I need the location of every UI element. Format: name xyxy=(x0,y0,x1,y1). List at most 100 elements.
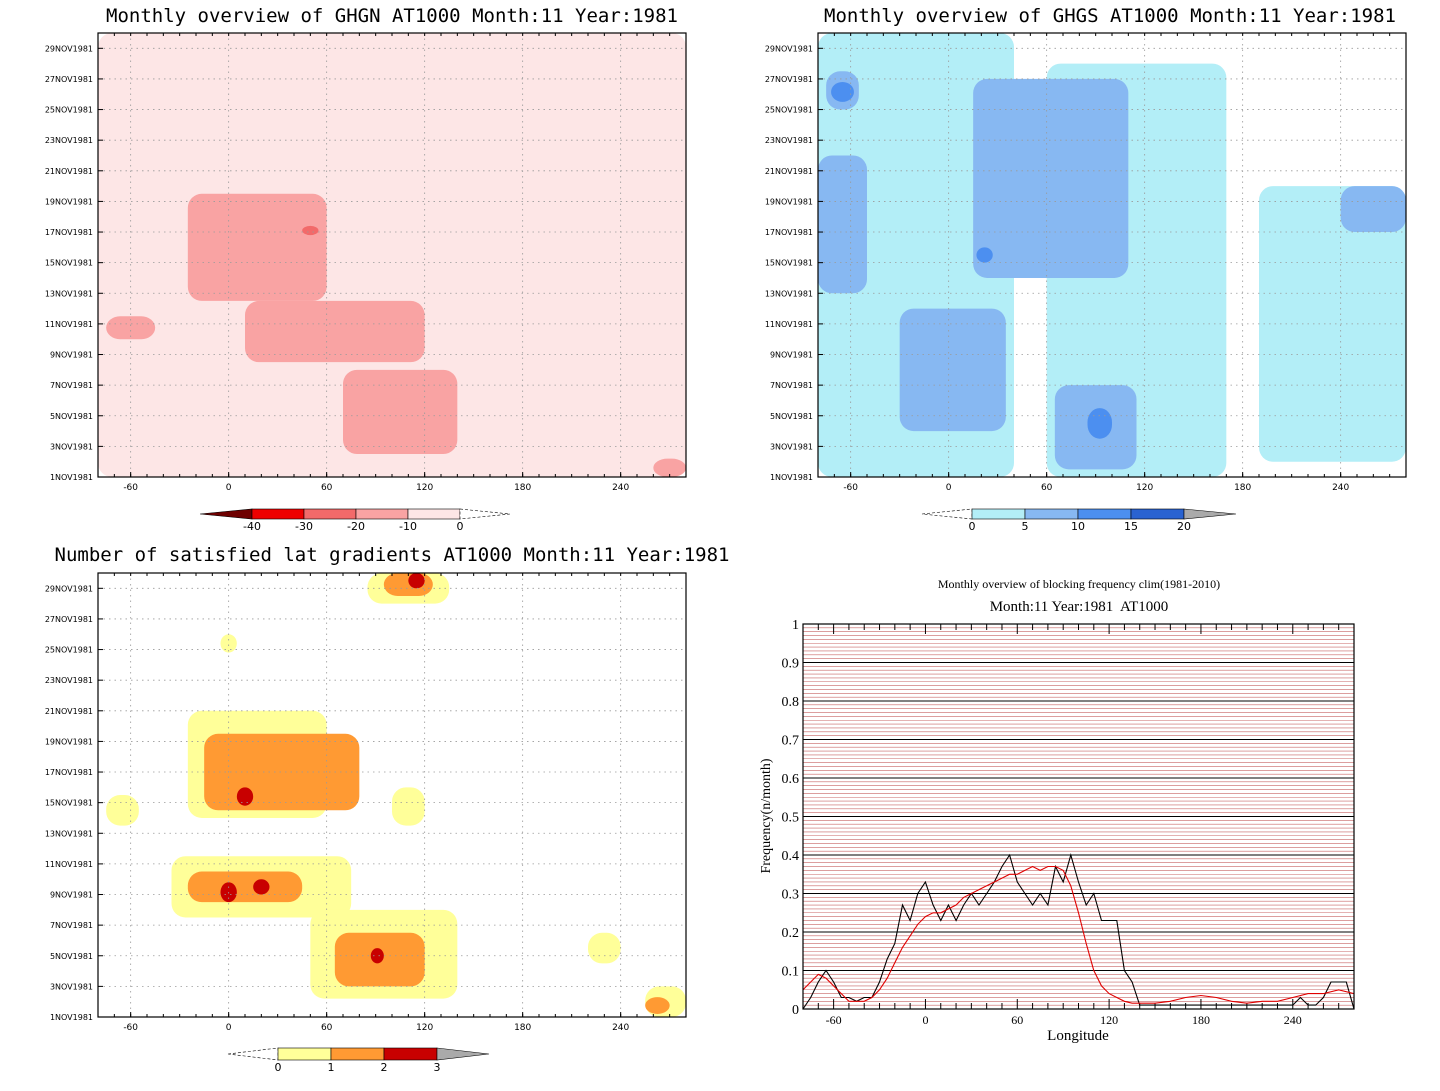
nsat-colorbar-low-triangle xyxy=(227,1047,279,1061)
ghgn-region-level-2 xyxy=(343,369,458,455)
ghgs-region-level-3 xyxy=(976,247,993,263)
ghgn-y-tick-label: 15NOV1981 xyxy=(45,259,93,268)
nsat-colorbar-label: 1 xyxy=(328,1061,335,1074)
ghgs-y-tick-label: 7NOV1981 xyxy=(770,381,813,390)
freq-subtitle: Month:11 Year:1981 AT1000 xyxy=(990,599,1169,615)
ghgn-colorbar-box xyxy=(251,508,305,520)
ghgs-colorbar-label: 5 xyxy=(1022,520,1029,533)
ghgs-plot-area xyxy=(818,33,1406,477)
ghgs-colorbar-label: 15 xyxy=(1124,520,1138,533)
ghgn-region-level-2 xyxy=(653,458,686,477)
freq-title: Monthly overview of blocking frequency c… xyxy=(938,577,1220,591)
ghgs-x-tick-label: 0 xyxy=(946,483,952,493)
ghgs-y-tick-label: 9NOV1981 xyxy=(770,351,813,360)
ghgn-y-tick-label: 5NOV1981 xyxy=(50,412,93,421)
freq-series-line-1 xyxy=(802,865,1355,1004)
ghgs-y-tick-label: 25NOV1981 xyxy=(765,106,813,115)
ghgs-panel: Monthly overview of GHGS AT1000 Month:11… xyxy=(765,5,1407,533)
freq-y-tick-label: 0.2 xyxy=(782,926,800,941)
ghgs-colorbar-label: 0 xyxy=(969,520,976,533)
nsat-x-tick-label: 120 xyxy=(416,1023,433,1033)
ghgs-x-tick-label: -60 xyxy=(843,483,858,493)
freq-y-tick-label: 0.6 xyxy=(782,772,800,787)
nsat-y-tick-label: 25NOV1981 xyxy=(45,646,93,655)
freq-xlabel: Longitude xyxy=(1047,1028,1109,1044)
ghgs-y-tick-label: 5NOV1981 xyxy=(770,412,813,421)
freq-y-tick-label: 1 xyxy=(792,618,799,633)
ghgn-colorbar-high-triangle xyxy=(459,508,511,520)
ghgs-x-tick-label: 180 xyxy=(1234,483,1251,493)
nsat-x-tick-label: -60 xyxy=(123,1023,138,1033)
nsat-region-level-1 xyxy=(220,634,237,653)
ghgn-y-tick-label: 23NOV1981 xyxy=(45,136,93,145)
ghgs-y-tick-label: 29NOV1981 xyxy=(765,44,813,53)
nsat-y-tick-label: 9NOV1981 xyxy=(50,891,93,900)
nsat-x-axis: -60 0 60 120 180 240 xyxy=(113,573,671,1033)
nsat-region-level-2 xyxy=(204,733,360,811)
nsat-y-tick-label: 3NOV1981 xyxy=(50,982,93,991)
ghgs-colorbar-high-triangle xyxy=(1183,508,1237,520)
ghgn-x-tick-label: 60 xyxy=(321,483,333,493)
ghgn-y-tick-label: 13NOV1981 xyxy=(45,289,93,298)
nsat-plot-area xyxy=(106,573,686,1017)
nsat-colorbar-box xyxy=(330,1047,385,1061)
ghgn-x-tick-label: -60 xyxy=(123,483,138,493)
nsat-colorbar-label: 0 xyxy=(275,1061,282,1074)
ghgn-colorbar-box xyxy=(407,508,461,520)
ghgs-region-level-2 xyxy=(818,155,867,294)
freq-panel: Monthly overview of blocking frequency c… xyxy=(759,577,1355,1044)
ghgs-region-level-2 xyxy=(973,78,1129,278)
ghgs-y-tick-label: 23NOV1981 xyxy=(765,136,813,145)
ghgn-x-tick-label: 180 xyxy=(514,483,531,493)
nsat-region-level-3 xyxy=(370,948,384,964)
nsat-region-level-1 xyxy=(588,932,621,964)
nsat-region-level-2 xyxy=(383,573,433,596)
ghgn-title: Monthly overview of GHGN AT1000 Month:11… xyxy=(106,5,678,27)
freq-x-tick-label: 180 xyxy=(1192,1013,1210,1027)
nsat-y-tick-label: 19NOV1981 xyxy=(45,737,93,746)
ghgn-region-level-3 xyxy=(302,225,319,236)
ghgn-colorbar-label: -30 xyxy=(295,520,313,533)
ghgs-y-tick-label: 13NOV1981 xyxy=(765,289,813,298)
freq-y-tick-label: 0.3 xyxy=(782,888,800,903)
ghgn-y-tick-label: 9NOV1981 xyxy=(50,351,93,360)
nsat-region-level-3 xyxy=(253,879,270,895)
ghgs-x-tick-label: 240 xyxy=(1332,483,1349,493)
nsat-grid xyxy=(98,573,686,1018)
nsat-colorbar: 0 1 2 3 xyxy=(227,1047,490,1074)
ghgs-x-tick-label: 60 xyxy=(1041,483,1053,493)
ghgs-y-tick-label: 17NOV1981 xyxy=(765,228,813,237)
freq-x-tick-label: 60 xyxy=(1011,1013,1023,1027)
nsat-y-axis: 1NOV1981 3NOV1981 5NOV1981 7NOV1981 9NOV1981… xyxy=(45,584,103,1022)
ghgs-region-level-1 xyxy=(1259,186,1406,462)
ghgn-colorbar-label: 0 xyxy=(457,520,464,533)
nsat-y-tick-label: 11NOV1981 xyxy=(45,860,93,869)
ghgn-x-axis: -60 0 60 120 180 240 xyxy=(113,33,671,493)
freq-y-tick-label: 0.4 xyxy=(782,849,800,864)
nsat-region-level-3 xyxy=(408,573,425,589)
ghgn-colorbar-low-triangle xyxy=(199,508,253,520)
ghgn-y-tick-label: 21NOV1981 xyxy=(45,167,93,176)
ghgn-y-tick-label: 19NOV1981 xyxy=(45,197,93,206)
ghgs-colorbar-box xyxy=(971,508,1026,520)
ghgn-y-tick-label: 27NOV1981 xyxy=(45,75,93,84)
ghgn-y-tick-label: 25NOV1981 xyxy=(45,106,93,115)
ghgs-colorbar-box xyxy=(1130,508,1185,520)
freq-x-tick-label: 120 xyxy=(1100,1013,1118,1027)
nsat-panel: Number of satisfied lat gradients AT1000… xyxy=(45,544,730,1074)
nsat-y-tick-label: 21NOV1981 xyxy=(45,707,93,716)
ghgs-y-tick-label: 3NOV1981 xyxy=(770,442,813,451)
nsat-x-tick-label: 180 xyxy=(514,1023,531,1033)
ghgn-colorbar-box xyxy=(303,508,357,520)
freq-series xyxy=(802,852,1355,1010)
freq-y-tick-label: 0.1 xyxy=(782,965,800,980)
ghgs-colorbar-box xyxy=(1077,508,1132,520)
nsat-y-tick-label: 23NOV1981 xyxy=(45,676,93,685)
nsat-region-level-1 xyxy=(106,795,139,826)
ghgn-y-axis: 1NOV1981 3NOV1981 5NOV1981 7NOV1981 9NOV1981… xyxy=(45,44,103,482)
nsat-region-level-3 xyxy=(236,787,254,806)
nsat-y-tick-label: 29NOV1981 xyxy=(45,584,93,593)
ghgs-x-axis: -60 0 60 120 180 240 xyxy=(833,33,1391,493)
freq-y-tick-label: 0.9 xyxy=(782,657,800,672)
